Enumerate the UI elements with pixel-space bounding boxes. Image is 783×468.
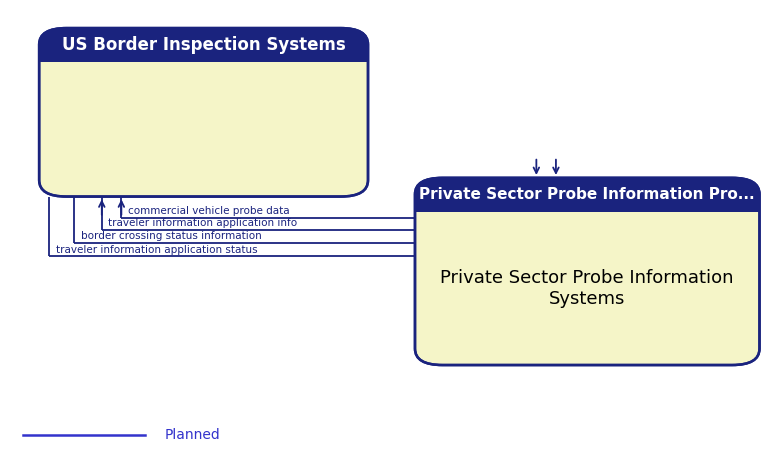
Text: Planned: Planned (164, 428, 220, 442)
Text: Private Sector Probe Information Pro...: Private Sector Probe Information Pro... (420, 187, 755, 202)
Text: border crossing status information: border crossing status information (81, 232, 262, 241)
Bar (415, 195, 760, 212)
Bar (39, 45, 368, 62)
FancyBboxPatch shape (39, 28, 368, 62)
FancyBboxPatch shape (415, 178, 760, 365)
FancyBboxPatch shape (39, 28, 368, 197)
Text: US Border Inspection Systems: US Border Inspection Systems (62, 36, 345, 54)
Text: traveler information application status: traveler information application status (56, 245, 258, 255)
Text: Private Sector Probe Information
Systems: Private Sector Probe Information Systems (441, 269, 734, 307)
FancyBboxPatch shape (415, 178, 760, 212)
Text: commercial vehicle probe data: commercial vehicle probe data (128, 206, 289, 216)
Text: traveler information application info: traveler information application info (108, 219, 298, 228)
